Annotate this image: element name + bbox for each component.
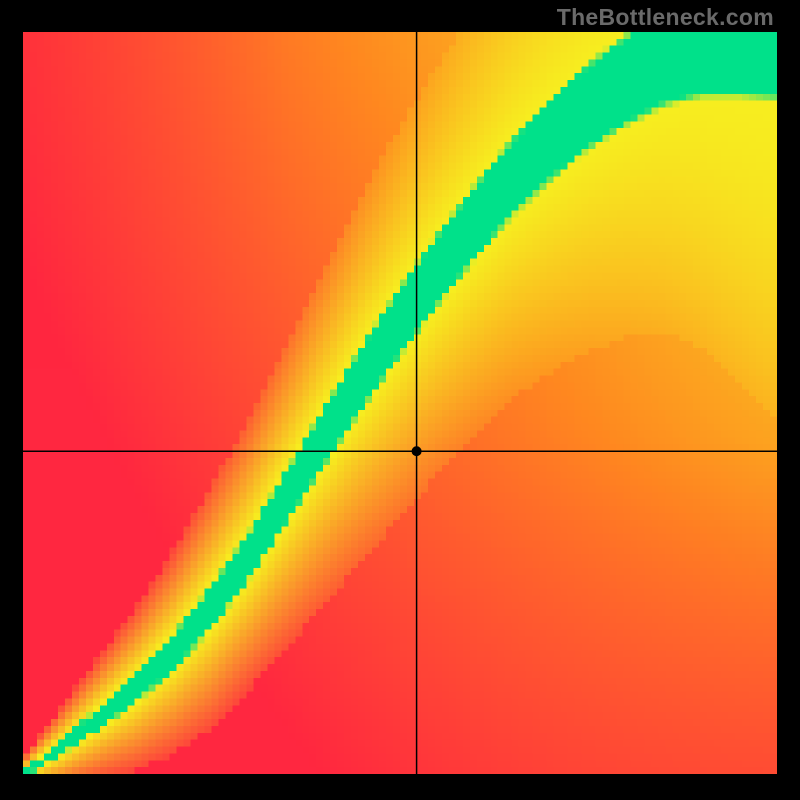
crosshair-overlay (23, 32, 777, 774)
watermark: TheBottleneck.com (557, 4, 774, 31)
chart-container: TheBottleneck.com (0, 0, 800, 800)
